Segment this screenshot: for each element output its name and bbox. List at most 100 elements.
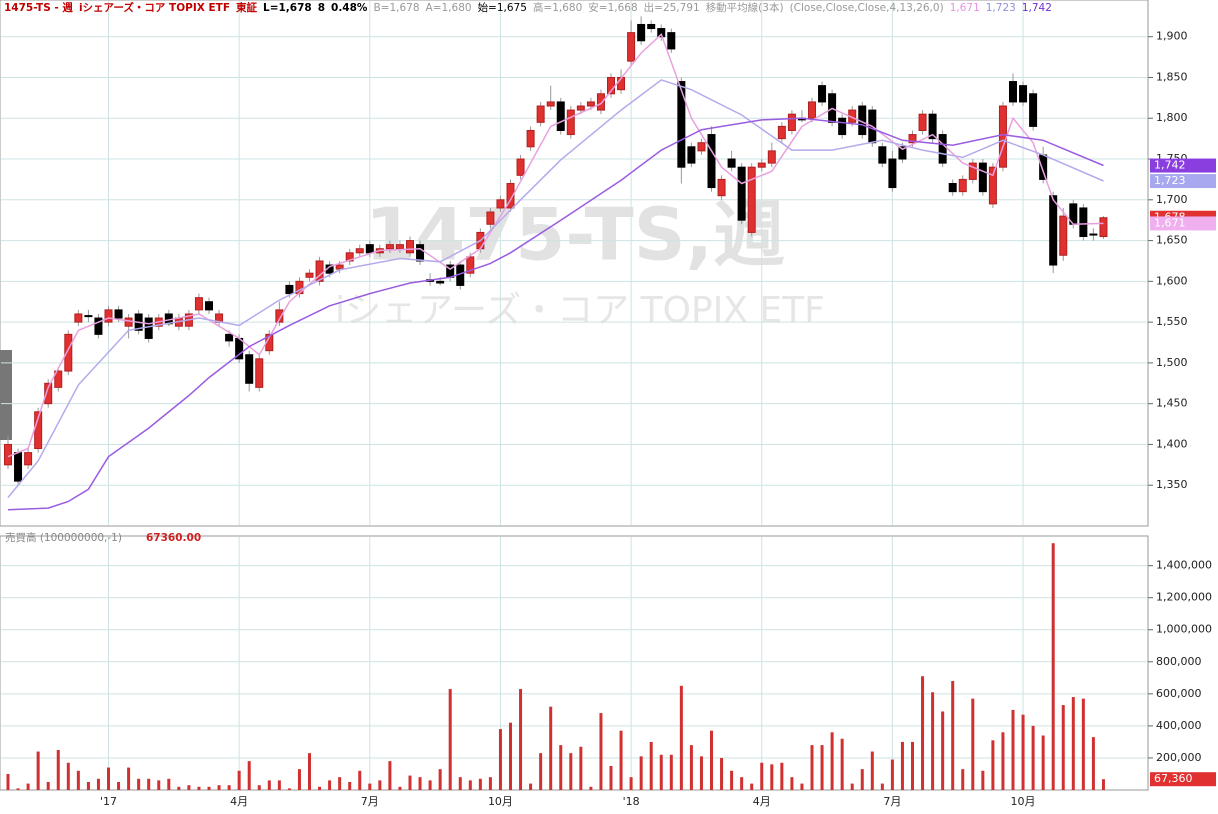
candle-body	[556, 101, 565, 131]
candle-body	[948, 182, 957, 193]
volume-bar	[378, 780, 382, 790]
candle-body	[546, 101, 555, 107]
candle-body	[1019, 85, 1028, 103]
candle-body	[717, 178, 726, 197]
volume-bar	[1021, 714, 1025, 790]
volume-bar	[468, 780, 472, 790]
header-item: B=1,678	[373, 2, 420, 14]
price-marker	[1150, 158, 1216, 173]
x-tick-label: 7月	[361, 795, 379, 808]
volume-bar	[890, 759, 894, 790]
volume-bar	[66, 762, 70, 790]
candle-body	[657, 28, 666, 38]
candle-body	[898, 146, 907, 160]
candle-body	[144, 317, 153, 339]
volume-bar	[348, 781, 352, 790]
y-tick-label: 400,000	[1156, 719, 1202, 732]
volume-bar	[1101, 779, 1105, 790]
volume-bar	[458, 777, 462, 790]
candle-body	[938, 134, 947, 164]
candle-body	[64, 333, 73, 372]
x-tick-label: 10月	[1011, 795, 1036, 808]
candle-body	[225, 333, 234, 342]
candle-body	[436, 280, 445, 284]
candle-body	[566, 109, 575, 136]
candle-body	[194, 297, 203, 311]
volume-bar	[800, 783, 804, 790]
header-item: 1,742	[1021, 2, 1052, 14]
volume-bar	[870, 751, 874, 790]
candle-body	[506, 182, 515, 209]
volume-bar	[1031, 725, 1035, 790]
header-item: 始=1,675	[477, 2, 527, 14]
volume-bar	[167, 778, 171, 790]
volume-bar	[287, 788, 291, 790]
candle-body	[104, 309, 113, 323]
volume-bar	[56, 749, 60, 790]
volume-bar	[699, 756, 703, 790]
volume-bar	[689, 745, 693, 790]
candle-body	[978, 162, 987, 193]
candle-body	[667, 32, 676, 50]
price-marker-label: 1,723	[1154, 174, 1186, 187]
volume-bar	[991, 740, 995, 790]
candle-body	[968, 162, 977, 180]
candle-body	[707, 134, 716, 189]
volume-bar	[488, 777, 492, 790]
volume-bar	[137, 778, 141, 790]
candle-body	[74, 313, 83, 323]
volume-bar	[860, 769, 864, 790]
candle-body	[526, 129, 535, 148]
candle-body	[255, 358, 264, 388]
candle-body	[818, 85, 827, 103]
candle-body	[24, 452, 33, 466]
header-item: 0.48%	[331, 2, 368, 14]
candle-body	[1079, 207, 1088, 237]
volume-bar	[6, 773, 10, 790]
y-tick-label: 1,850	[1156, 70, 1188, 83]
volume-bar	[267, 780, 271, 790]
candle-body	[767, 150, 776, 164]
volume-bar	[539, 753, 543, 790]
volume-bar	[368, 783, 372, 790]
volume-bar	[569, 753, 573, 790]
volume-bar	[76, 770, 80, 790]
volume-bar	[519, 689, 523, 790]
volume-bar	[971, 698, 975, 790]
header-item: A=1,680	[425, 2, 472, 14]
candle-body	[908, 134, 917, 144]
candle-body	[697, 142, 706, 152]
volume-bar	[26, 783, 30, 790]
volume-bar	[498, 729, 502, 790]
volume-bar	[418, 777, 422, 790]
price-marker-label: 1,671	[1154, 216, 1186, 229]
volume-bar	[659, 754, 663, 790]
volume-bar	[750, 783, 754, 790]
candle-body	[486, 211, 495, 225]
volume-bar	[187, 785, 191, 790]
volume-bar	[46, 781, 50, 790]
candle-body	[516, 158, 525, 176]
moving-average	[7, 117, 1104, 511]
volume-bar	[559, 745, 563, 790]
side-tab[interactable]	[0, 350, 12, 440]
volume-bar	[961, 769, 965, 790]
volume-bar	[639, 756, 643, 790]
volume-bar	[790, 777, 794, 790]
candle-body	[205, 301, 213, 311]
volume-bar	[318, 786, 322, 790]
volume-bar	[830, 732, 834, 790]
volume-title: 売買高 (100000000,-1)	[5, 531, 122, 544]
volume-bar	[1041, 735, 1045, 790]
candle-body	[637, 23, 646, 42]
candle-body	[315, 260, 324, 282]
candle-body	[1039, 154, 1048, 180]
header-item: 1,723	[985, 2, 1016, 14]
candle-body	[777, 125, 786, 140]
volume-bar	[549, 706, 553, 790]
moving-average	[7, 79, 1104, 498]
candle-body	[1009, 81, 1017, 103]
candle-body	[416, 244, 425, 262]
candle-body	[44, 382, 53, 405]
volume-bar	[911, 741, 914, 790]
